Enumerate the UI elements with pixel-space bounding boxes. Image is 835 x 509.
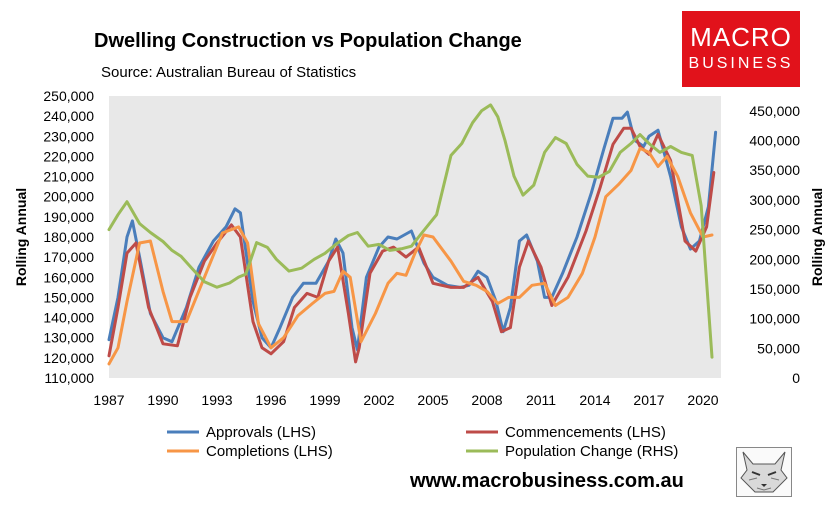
- y-left-tick-label: 250,000: [43, 88, 94, 104]
- y-right-tick-label: 100,000: [749, 311, 800, 327]
- y-left-tick-label: 160,000: [43, 269, 94, 285]
- y-left-tick-label: 200,000: [43, 189, 94, 205]
- y-right-tick-label: 250,000: [749, 222, 800, 238]
- series-lines: [107, 103, 718, 366]
- y-axis-left-title: Rolling Annual: [13, 188, 29, 286]
- y-left-tick-label: 140,000: [43, 310, 94, 326]
- x-tick-label: 1987: [93, 392, 124, 408]
- chart-subtitle: Source: Australian Bureau of Statistics: [101, 64, 357, 81]
- legend-label-approvals: Approvals (LHS): [206, 424, 316, 441]
- x-tick-label: 2002: [363, 392, 394, 408]
- x-tick-label: 1999: [309, 392, 340, 408]
- y-left-tick-label: 220,000: [43, 148, 94, 164]
- y-left-tick-label: 150,000: [43, 289, 94, 305]
- x-tick-label: 2017: [633, 392, 664, 408]
- x-tick-label: 2014: [579, 392, 610, 408]
- y-right-tick-label: 350,000: [749, 162, 800, 178]
- y-left-tick-label: 180,000: [43, 229, 94, 245]
- x-axis: 1987 1990 1993 1996 1999 2002 2005 2008 2011 2014…: [93, 392, 718, 408]
- y-left-tick-label: 110,000: [44, 370, 94, 386]
- x-tick-label: 2011: [526, 392, 556, 408]
- legend-label-completions: Completions (LHS): [206, 443, 333, 460]
- macrobusiness-logo: MACRO BUSINESS: [682, 11, 800, 87]
- y-right-tick-label: 150,000: [749, 281, 800, 297]
- y-left-tick-label: 130,000: [43, 330, 94, 346]
- y-left-tick-label: 210,000: [43, 169, 94, 185]
- y-right-tick-label: 450,000: [749, 103, 800, 119]
- series-line-2: [107, 146, 714, 366]
- x-tick-label: 2020: [687, 392, 718, 408]
- y-left-tick-label: 240,000: [43, 108, 94, 124]
- series-line-1: [107, 126, 716, 364]
- legend-label-commencements: Commencements (LHS): [505, 424, 666, 441]
- x-tick-label: 1990: [147, 392, 178, 408]
- y-left-tick-label: 230,000: [43, 128, 94, 144]
- legend: Approvals (LHS) Commencements (LHS) Comp…: [167, 424, 678, 460]
- legend-label-population: Population Change (RHS): [505, 443, 678, 460]
- x-tick-label: 2008: [471, 392, 502, 408]
- y-left-tick-label: 190,000: [43, 209, 94, 225]
- y-axis-left: 110,000 120,000 130,000 140,000 150,000 160,0…: [43, 88, 94, 386]
- y-right-tick-label: 0: [792, 370, 800, 386]
- y-right-tick-label: 300,000: [749, 192, 800, 208]
- y-axis-right-title: Rolling Annual: [809, 188, 825, 286]
- y-right-tick-label: 400,000: [749, 133, 800, 149]
- wolf-mascot-image: [736, 447, 792, 497]
- y-left-tick-label: 120,000: [43, 350, 94, 366]
- series-line-3: [107, 103, 714, 359]
- website-url: www.macrobusiness.com.au: [410, 470, 684, 492]
- logo-line-2: BUSINESS: [688, 55, 794, 72]
- x-tick-label: 1996: [255, 392, 286, 408]
- logo-line-1: MACRO: [690, 22, 792, 52]
- y-axis-right: 0 50,000 100,000 150,000 200,000 250,000 300,0…: [749, 103, 800, 386]
- y-right-tick-label: 200,000: [749, 251, 800, 267]
- x-tick-label: 2005: [417, 392, 448, 408]
- y-right-tick-label: 50,000: [757, 340, 800, 356]
- y-left-tick-label: 170,000: [43, 249, 94, 265]
- x-tick-label: 1993: [201, 392, 232, 408]
- chart-title: Dwelling Construction vs Population Chan…: [94, 30, 522, 52]
